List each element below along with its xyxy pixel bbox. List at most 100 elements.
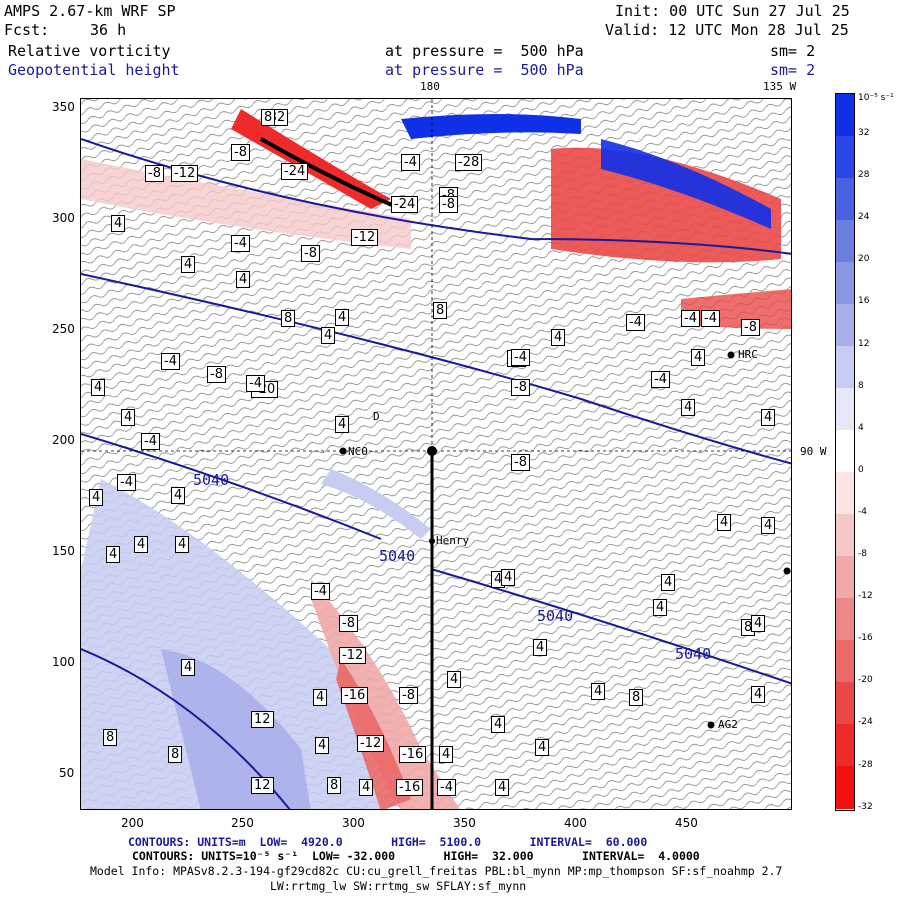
- vorticity-label: -24: [281, 163, 309, 180]
- vorticity-label: -8: [439, 196, 458, 213]
- colorbar-label: 24: [858, 212, 870, 223]
- vorticity-label: -8: [511, 454, 530, 471]
- lon-label-180: 180: [420, 80, 440, 93]
- y-tick: 250: [52, 322, 75, 336]
- model-title: AMPS 2.67-km WRF SP: [4, 2, 176, 20]
- colorbar: [835, 93, 855, 811]
- vorticity-label: 4: [717, 514, 732, 531]
- x-tick: 200: [121, 816, 144, 830]
- colorbar-label: -28: [858, 759, 873, 770]
- field2-name: Geopotential height: [8, 61, 180, 79]
- vorticity-label: 4: [171, 487, 186, 504]
- vorticity-label: 4: [335, 309, 350, 326]
- vorticity-label: -4: [161, 353, 180, 370]
- vorticity-label: -28: [455, 154, 483, 171]
- vorticity-label: -4: [311, 583, 330, 600]
- x-tick: 250: [231, 816, 254, 830]
- colorbar-swatch: [836, 262, 854, 305]
- field1-name: Relative vorticity: [8, 42, 171, 60]
- y-tick: 150: [52, 544, 75, 558]
- field2-level: at pressure = 500 hPa: [385, 61, 584, 79]
- vorticity-label: -16: [341, 687, 369, 704]
- height-label: 5040: [379, 547, 416, 565]
- colorbar-label: 8: [858, 380, 864, 391]
- field1-smooth: sm= 2: [770, 42, 816, 60]
- vorticity-label: 4: [791, 359, 792, 376]
- colorbar-swatch: [836, 220, 854, 263]
- forecast-hour: 36 h: [90, 21, 127, 39]
- vorticity-label: -8: [399, 687, 418, 704]
- colorbar-label: 20: [858, 254, 870, 265]
- y-tick: 350: [52, 100, 75, 114]
- init-time: Init: 00 UTC Sun 27 Jul 25: [615, 2, 850, 20]
- vorticity-label: 8: [327, 777, 342, 794]
- x-tick: 450: [675, 816, 698, 830]
- vorticity-label: 4: [359, 779, 374, 796]
- vorticity-label: 4: [501, 569, 516, 586]
- colorbar-swatch: [836, 388, 854, 431]
- colorbar-label: 28: [858, 170, 870, 181]
- colorbar-label: 4: [858, 422, 864, 433]
- vorticity-label: 4: [315, 737, 330, 754]
- station-ag2: AG2: [718, 718, 738, 731]
- colorbar-swatch: [836, 304, 854, 347]
- station-nco: NCO: [348, 445, 368, 458]
- colorbar-swatch: [836, 640, 854, 683]
- vorticity-label: 4: [761, 517, 776, 534]
- vorticity-label: 4: [111, 215, 126, 232]
- vorticity-label: -16: [396, 779, 424, 796]
- vorticity-label: 4: [335, 416, 350, 433]
- vorticity-label: 4: [236, 271, 251, 288]
- vorticity-label: 4: [321, 327, 336, 344]
- vorticity-label: -8: [301, 245, 320, 262]
- vorticity-label: -4: [701, 310, 720, 327]
- vorticity-label: -12: [339, 647, 367, 664]
- vorticity-label: 12: [251, 711, 274, 728]
- colorbar-label: 16: [858, 296, 870, 307]
- vorticity-field: [81, 99, 791, 809]
- lon-label-135w: 135 W: [763, 80, 797, 93]
- colorbar-unit: 10⁻⁵ s⁻¹: [858, 93, 894, 103]
- vorticity-label: 4: [181, 659, 196, 676]
- vorticity-label: 4: [313, 689, 328, 706]
- vorticity-label: 8: [103, 729, 118, 746]
- vorticity-label: -16: [399, 746, 427, 763]
- vorticity-label: 4: [495, 779, 510, 796]
- y-tick: 50: [59, 766, 75, 780]
- vorticity-label: 8: [281, 310, 296, 327]
- vorticity-label: -8: [741, 319, 760, 336]
- colorbar-swatch: [836, 136, 854, 179]
- vorticity-label: -8: [231, 144, 250, 161]
- vorticity-contour-info: CONTOURS: UNITS=10⁻⁵ s⁻¹ LOW= -32.000 HI…: [132, 849, 700, 863]
- y-tick: 200: [52, 433, 75, 447]
- vorticity-label: 4: [121, 409, 136, 426]
- vorticity-label: 4: [447, 671, 462, 688]
- vorticity-label: 4: [106, 546, 121, 563]
- model-info-2: LW:rrtmg_lw SW:rrtmg_sw SFLAY:sf_mynn: [270, 879, 527, 893]
- station-henry: Henry: [436, 534, 470, 547]
- colorbar-label: -20: [858, 675, 873, 686]
- vorticity-label: -4: [141, 433, 160, 450]
- vorticity-label: -8: [207, 366, 226, 383]
- colorbar-swatch: [836, 598, 854, 641]
- colorbar-swatch: [836, 514, 854, 557]
- station-d: D: [373, 410, 380, 423]
- vorticity-label: -4: [117, 474, 136, 491]
- vorticity-label: -12: [351, 229, 379, 246]
- colorbar-label: -24: [858, 717, 873, 728]
- model-info: Model Info: MPASv8.2.3-194-gf29cd82c CU:…: [90, 864, 783, 878]
- vorticity-label: -4: [401, 154, 420, 171]
- vorticity-label: 4: [761, 409, 776, 426]
- colorbar-swatch: [836, 94, 854, 137]
- vorticity-label: -12: [357, 735, 385, 752]
- lon-label-90w: 90 W: [800, 445, 827, 458]
- colorbar-label: -16: [858, 633, 873, 644]
- map-panel: NCO Henry HRC AG2 D 5040 5040 5040 5040 …: [80, 98, 792, 810]
- vorticity-label: -4: [437, 779, 456, 796]
- vorticity-label: 4: [134, 536, 149, 553]
- vorticity-label: 4: [551, 329, 566, 346]
- colorbar-swatch: [836, 472, 854, 515]
- colorbar-swatch: [836, 556, 854, 599]
- vorticity-label: 4: [535, 739, 550, 756]
- vorticity-label: 4: [691, 349, 706, 366]
